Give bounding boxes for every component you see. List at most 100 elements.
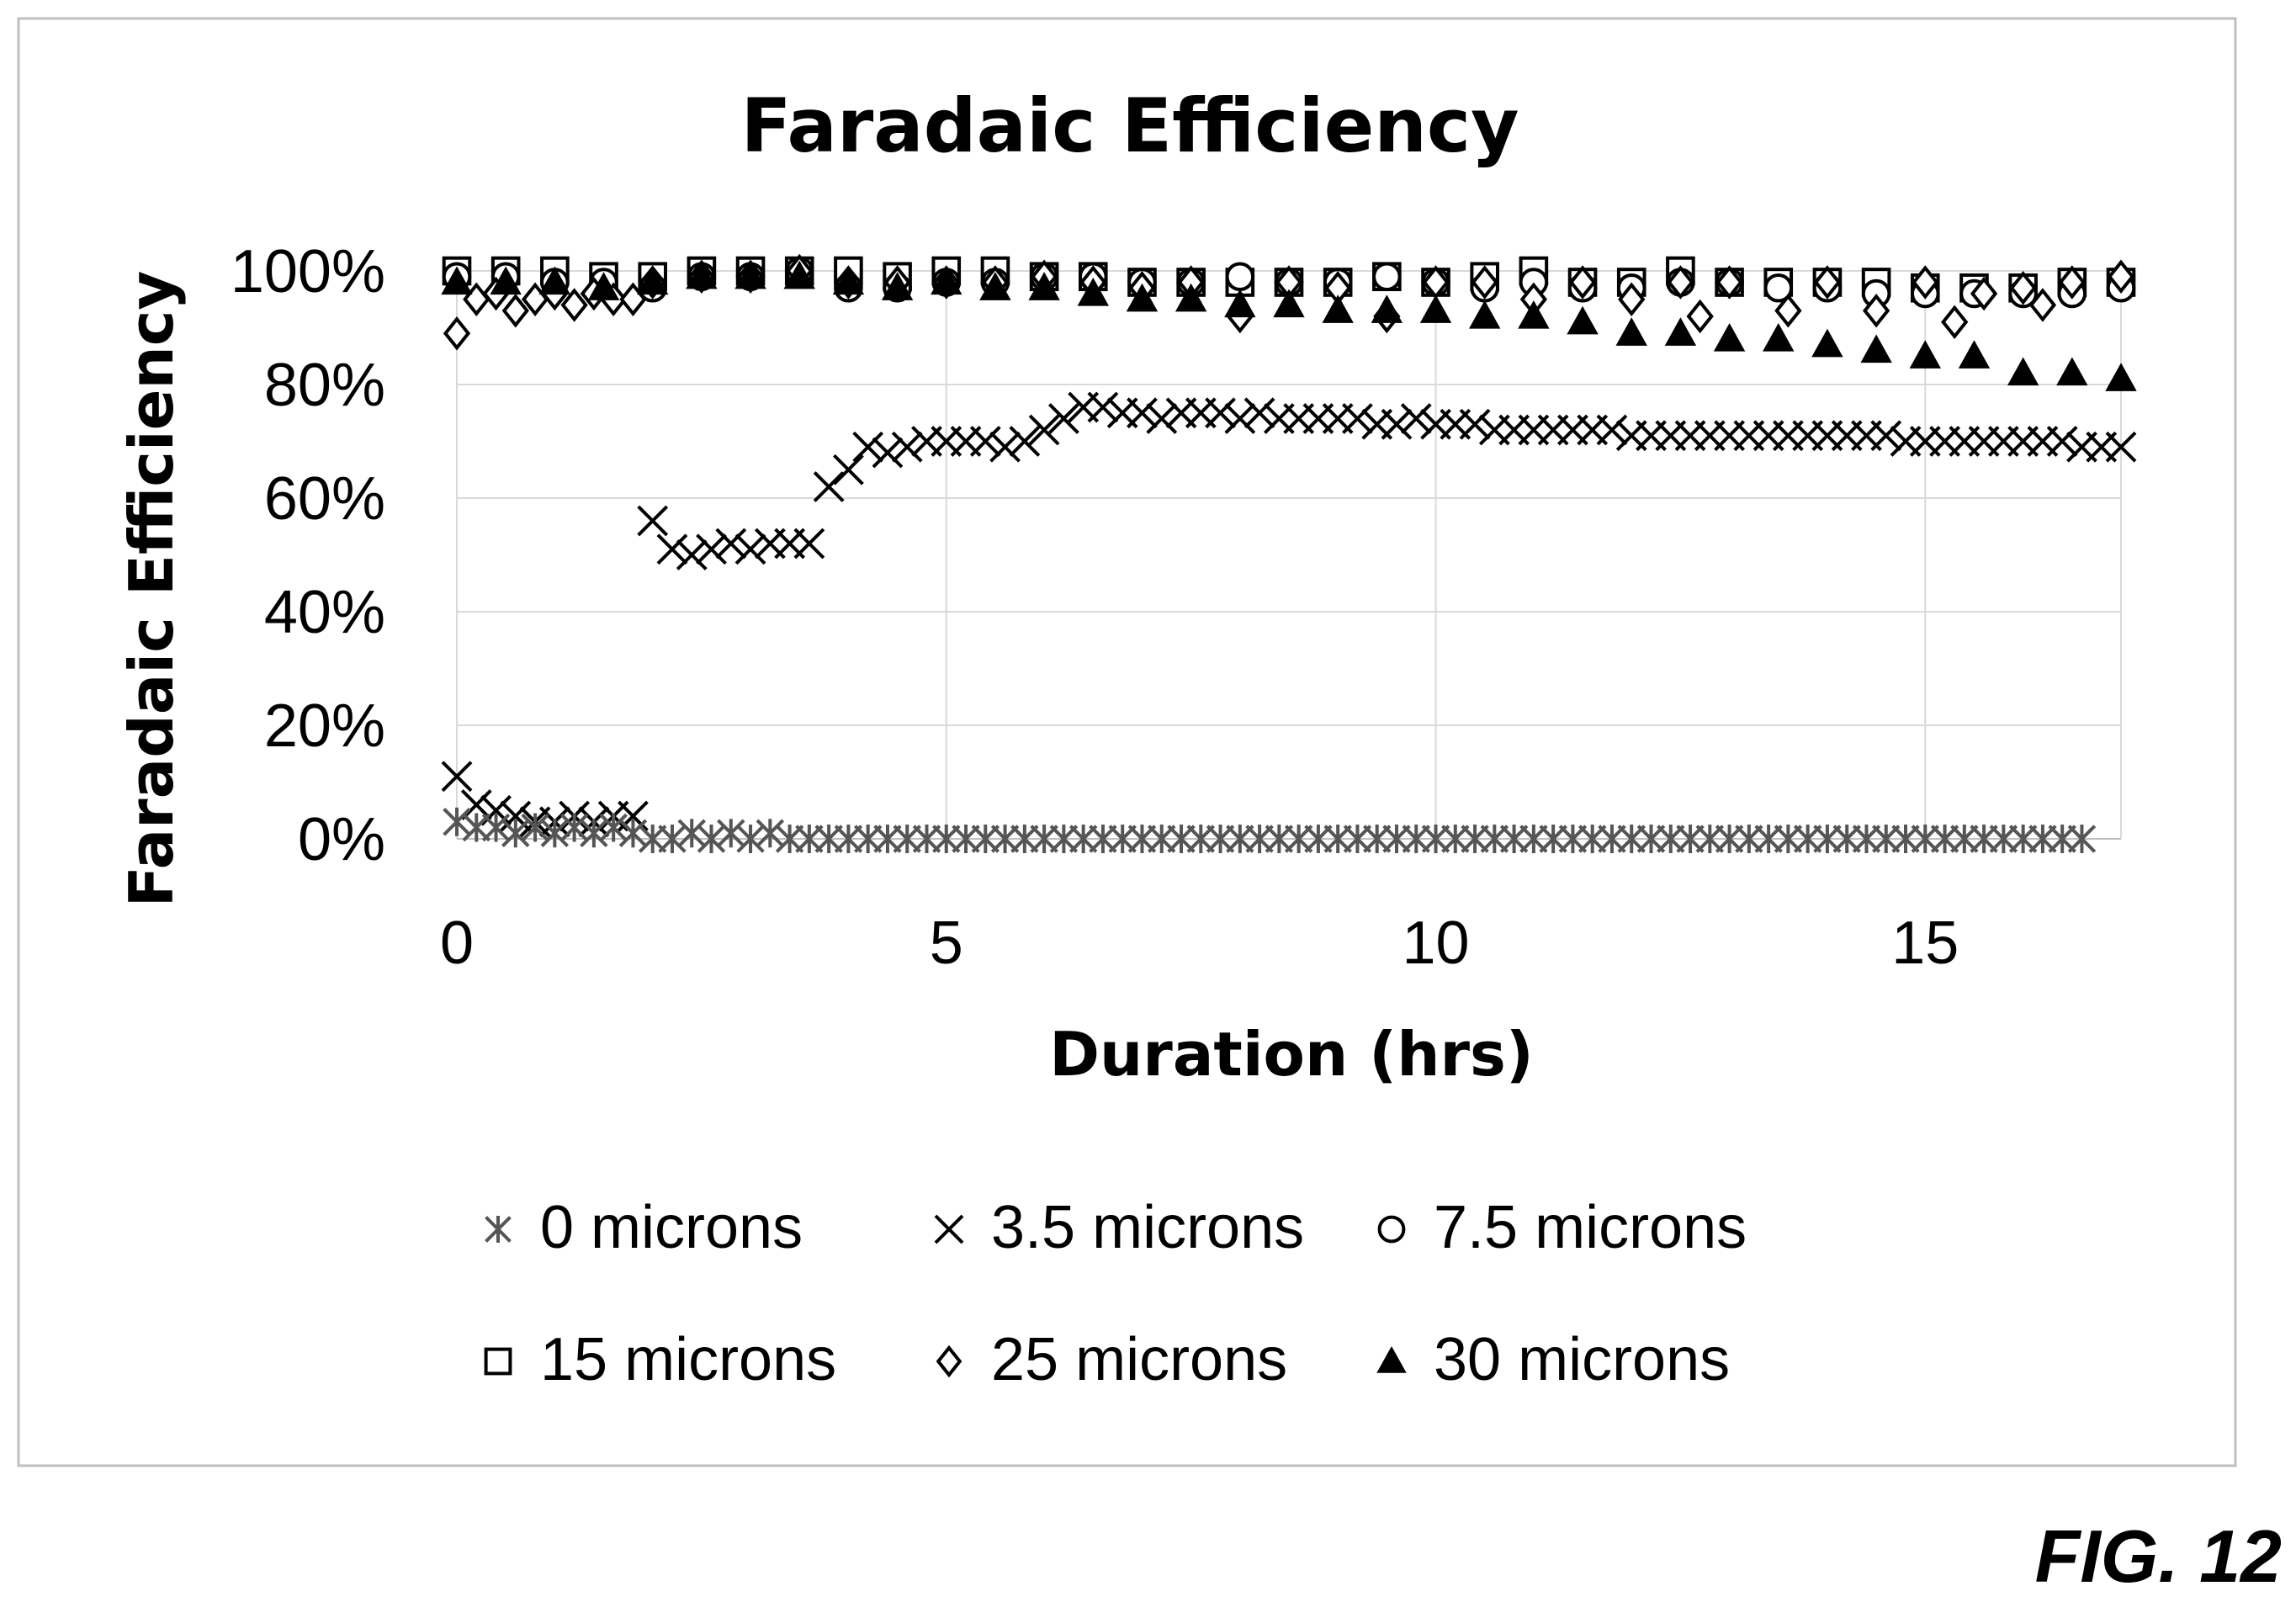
data-point	[1382, 825, 1411, 853]
data-point	[1127, 397, 1158, 429]
x-tick-label: 10	[1402, 910, 1469, 977]
data-point	[1087, 391, 1119, 423]
data-point	[971, 825, 1000, 853]
data-point	[1243, 397, 1275, 429]
data-point	[1030, 825, 1058, 853]
legend-label: 0 microns	[540, 1194, 803, 1261]
data-point	[1284, 825, 1313, 853]
data-point	[1028, 414, 1060, 446]
data-point	[1891, 825, 1920, 853]
data-point	[1323, 825, 1352, 853]
data-point	[1322, 294, 1354, 323]
data-point	[637, 266, 669, 295]
data-point	[521, 813, 549, 842]
data-point	[2008, 825, 2038, 853]
data-point	[1713, 322, 1746, 352]
data-point	[1371, 294, 1403, 323]
legend-label: 15 microns	[540, 1326, 836, 1393]
data-point	[1372, 262, 1402, 292]
data-point	[1763, 322, 1795, 352]
data-point	[715, 528, 747, 560]
series-0-microns	[443, 807, 2097, 853]
data-point	[1676, 825, 1705, 853]
data-point	[441, 266, 473, 295]
data-point	[1667, 265, 1694, 300]
plot-area	[441, 253, 2137, 853]
data-point	[736, 825, 765, 853]
data-point	[2105, 431, 2137, 463]
data-point	[441, 761, 473, 793]
data-point	[1598, 825, 1626, 853]
data-point	[1049, 825, 1079, 853]
data-point	[1870, 420, 1902, 452]
legend-marker	[934, 1214, 964, 1244]
data-point	[1459, 408, 1491, 440]
data-point	[1970, 276, 1998, 311]
data-point	[1186, 825, 1215, 853]
data-point	[696, 533, 727, 565]
data-point	[1205, 397, 1236, 429]
data-point	[1342, 403, 1373, 434]
data-point	[1028, 272, 1060, 300]
legend-label: 3.5 microns	[991, 1194, 1304, 1261]
data-point	[834, 825, 863, 853]
data-point	[1127, 825, 1157, 853]
data-point	[1265, 825, 1294, 853]
data-point	[2046, 426, 2078, 457]
data-point	[1862, 294, 1890, 328]
data-point	[676, 539, 708, 570]
data-point	[893, 825, 921, 853]
legend-item: 30 microns	[1376, 1326, 1730, 1393]
legend-marker	[936, 1345, 962, 1378]
data-point	[1832, 825, 1861, 853]
data-point	[1774, 294, 1802, 328]
data-point	[1657, 825, 1685, 853]
data-point	[795, 825, 824, 853]
data-point	[1852, 825, 1881, 853]
legend-label: 30 microns	[1434, 1326, 1730, 1393]
data-point	[599, 813, 628, 842]
legend-label: 7.5 microns	[1434, 1194, 1747, 1261]
data-point	[2056, 357, 2088, 386]
data-point	[1735, 825, 1763, 853]
data-point	[1089, 825, 1117, 853]
data-point	[1167, 825, 1196, 853]
data-point	[873, 825, 902, 853]
data-point	[931, 266, 962, 295]
data-point	[1225, 262, 1255, 292]
data-point	[1206, 825, 1235, 853]
data-point	[2048, 825, 2076, 853]
data-point	[1911, 825, 1940, 853]
data-point	[1273, 289, 1305, 318]
legend-marker	[484, 1347, 512, 1376]
data-point	[1763, 273, 1794, 303]
legend-label: 25 microns	[991, 1326, 1287, 1393]
data-point	[1009, 426, 1041, 457]
data-point	[1941, 305, 1969, 339]
data-point	[1421, 825, 1450, 853]
data-point	[656, 533, 688, 565]
data-point	[559, 813, 589, 842]
data-point	[969, 426, 1001, 457]
data-point	[2007, 357, 2039, 386]
data-point	[734, 533, 766, 565]
data-point	[587, 272, 620, 300]
data-point	[1774, 825, 1803, 853]
data-point	[1441, 825, 1470, 853]
data-point	[1568, 265, 1597, 300]
data-point	[783, 260, 815, 289]
data-point	[1615, 317, 1647, 346]
data-point	[658, 825, 687, 853]
data-point	[1860, 334, 1892, 363]
data-point	[1715, 825, 1744, 853]
data-point	[1578, 825, 1607, 853]
figure-label: FIG. 12	[2035, 1514, 2282, 1598]
data-point	[2058, 265, 2086, 300]
data-point	[540, 819, 570, 848]
data-point	[1224, 289, 1256, 318]
data-point	[1519, 825, 1548, 853]
data-point	[1617, 825, 1646, 853]
data-point	[734, 260, 766, 289]
data-point	[462, 813, 490, 842]
y-tick-label: 60%	[264, 465, 385, 533]
